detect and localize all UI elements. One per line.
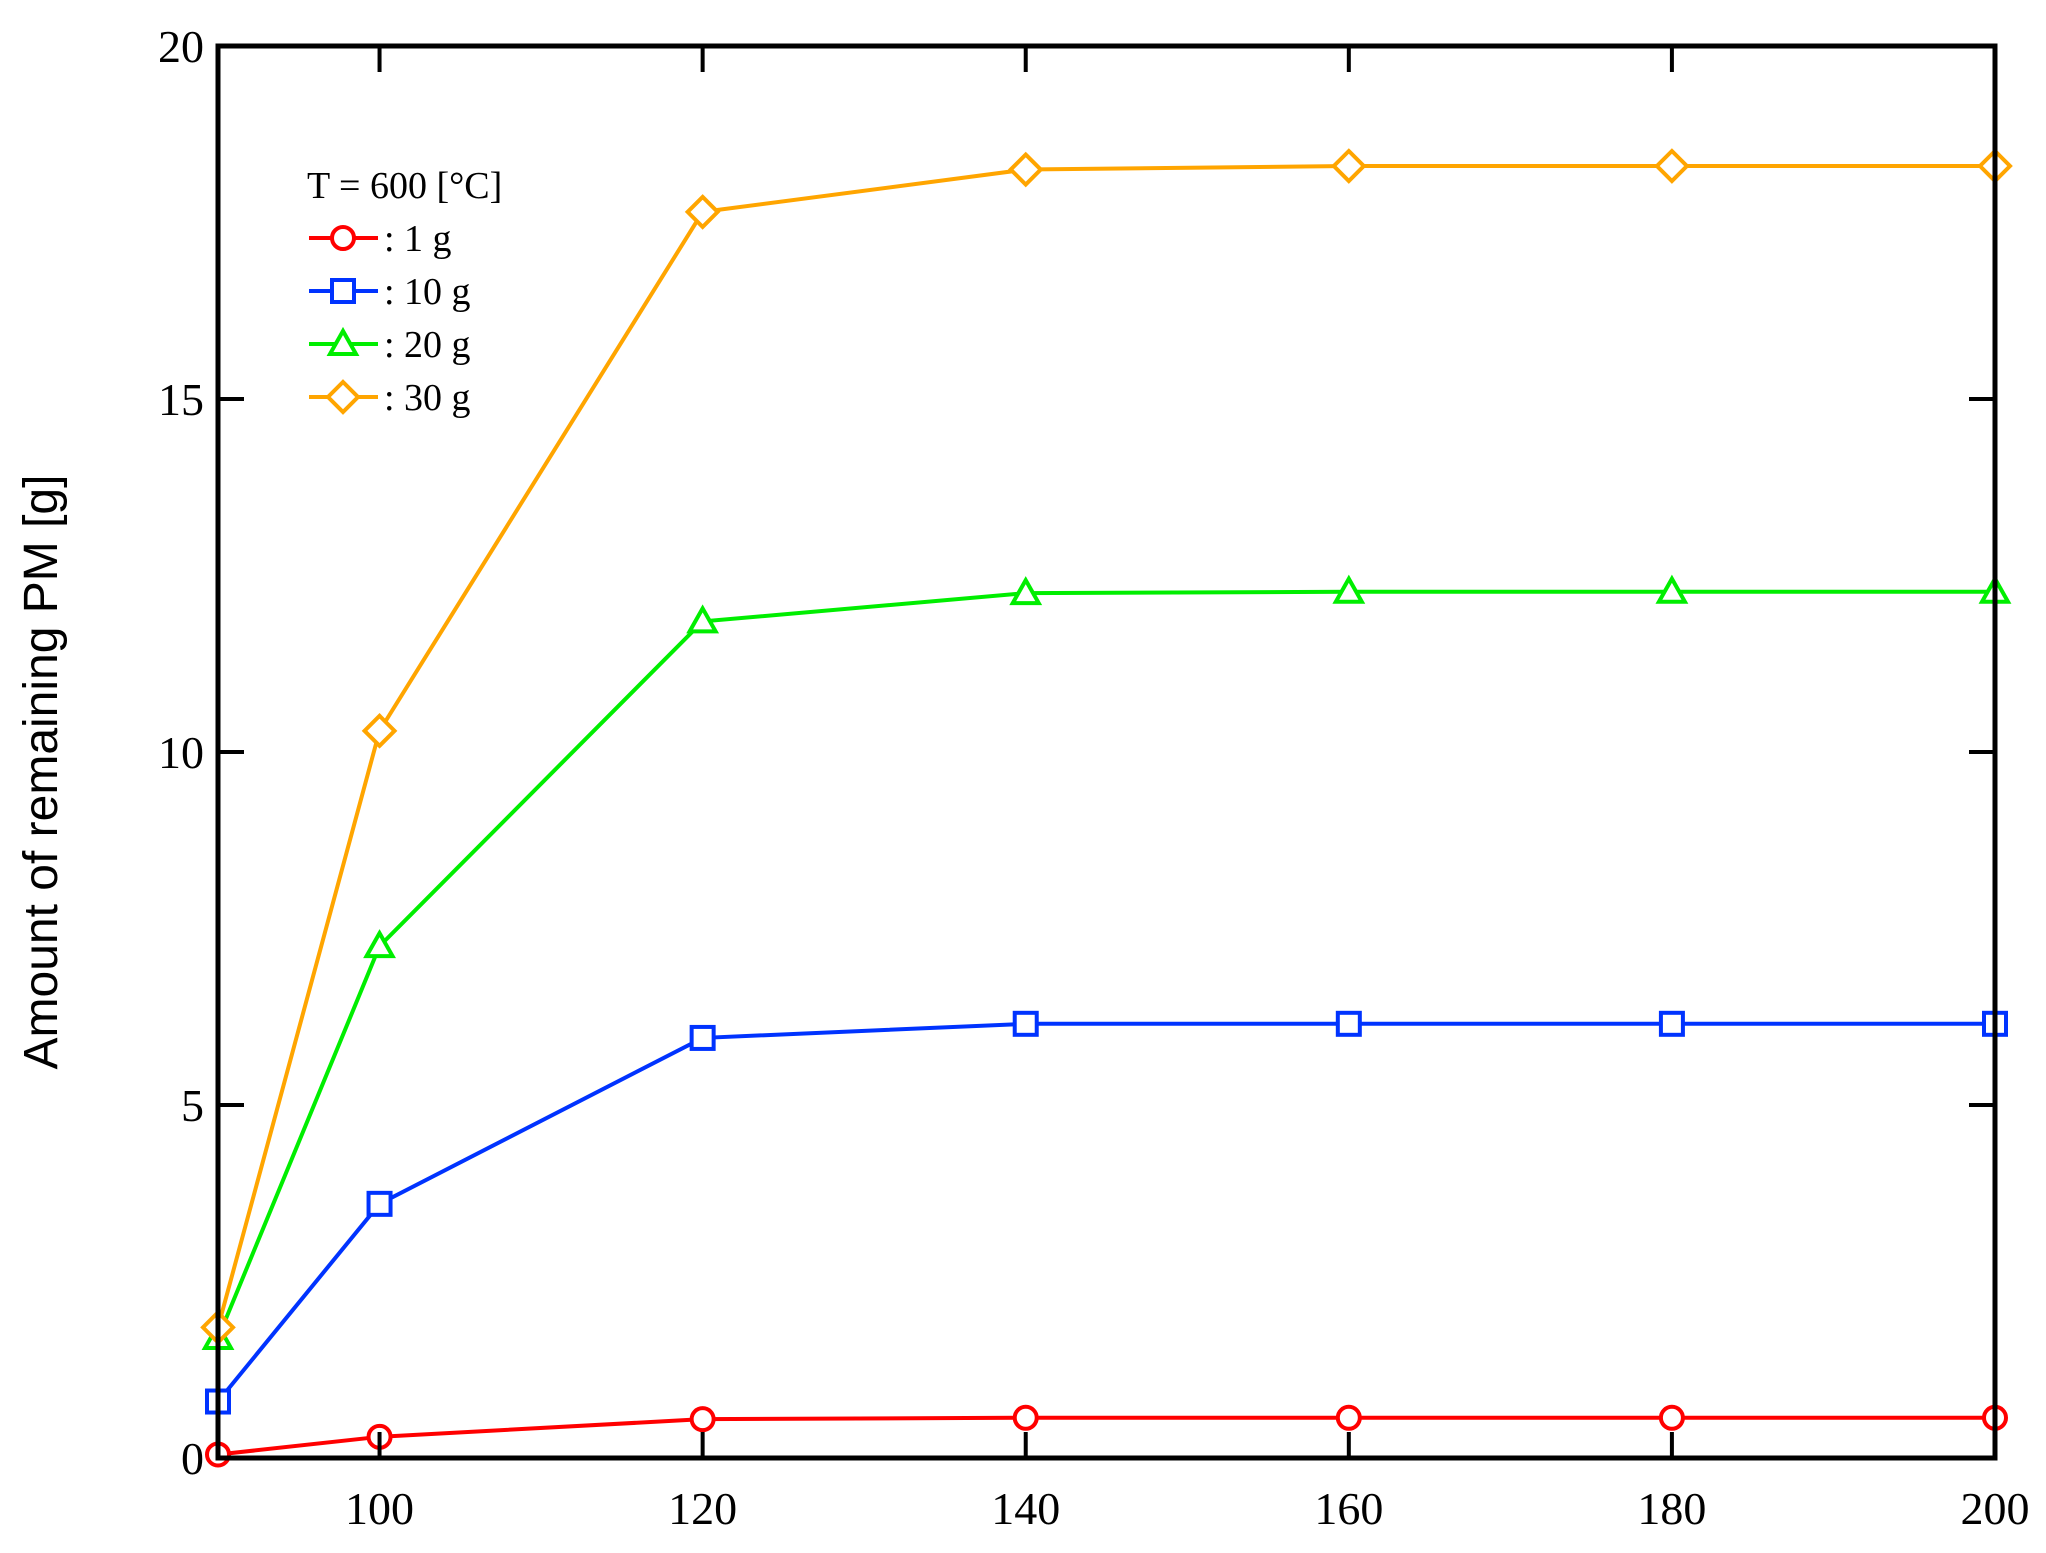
legend-marker <box>330 225 356 251</box>
legend-label: : 10 g <box>384 271 471 313</box>
x-tick-label: 160 <box>1314 1483 1383 1534</box>
legend: T = 600 [°C] : 1 g : 10 g : 20 g : 30 g <box>307 165 502 419</box>
x-tick-label: 200 <box>1961 1483 2030 1534</box>
y-tick-label: 10 <box>158 727 204 778</box>
data-point <box>1335 1404 1362 1431</box>
data-point <box>1655 574 1689 604</box>
data-point <box>1330 148 1367 184</box>
legend-item: : 30 g <box>309 377 471 419</box>
data-point <box>1007 151 1044 188</box>
data-point <box>689 1024 716 1051</box>
x-tick-label: 140 <box>991 1483 1060 1534</box>
series-square <box>205 1010 2008 1415</box>
data-point <box>363 929 396 959</box>
data-point <box>1012 1010 1039 1037</box>
tick-labels: 100 120 140 160 180 200 0 5 10 15 20 <box>158 21 2030 1534</box>
data-point <box>366 1190 393 1217</box>
ticks-layer <box>218 44 1997 1460</box>
legend-marker <box>325 379 361 415</box>
data-point <box>1012 1404 1039 1431</box>
x-tick-label: 180 <box>1637 1483 1706 1534</box>
data-point <box>1332 574 1366 604</box>
legend-label: : 30 g <box>384 377 471 419</box>
legend-marker <box>330 278 356 304</box>
data-point <box>1335 1010 1362 1037</box>
legend-item: : 1 g <box>309 218 452 260</box>
x-tick-label: 120 <box>668 1483 737 1534</box>
legend-marker <box>326 326 360 356</box>
legend-item: : 20 g <box>309 324 471 366</box>
y-tick-label: 15 <box>158 374 204 425</box>
legend-label: : 1 g <box>384 218 452 260</box>
data-point <box>361 712 398 749</box>
data-point <box>1009 576 1043 606</box>
data-point <box>684 194 721 230</box>
y-axis-title: Amount of remaining PM [g] <box>15 475 68 1070</box>
data-point <box>1658 1010 1685 1037</box>
data-point <box>689 1406 716 1433</box>
y-tick-label: 0 <box>181 1433 204 1484</box>
y-tick-label: 20 <box>158 21 204 72</box>
legend-label: : 20 g <box>384 324 471 366</box>
legend-item: : 10 g <box>309 271 471 313</box>
x-tick-label: 100 <box>345 1483 414 1534</box>
data-point <box>1654 148 1690 184</box>
y-tick-label: 5 <box>181 1080 204 1131</box>
data-point <box>1658 1404 1685 1431</box>
data-point <box>686 604 720 634</box>
legend-title: T = 600 [°C] <box>307 165 502 207</box>
